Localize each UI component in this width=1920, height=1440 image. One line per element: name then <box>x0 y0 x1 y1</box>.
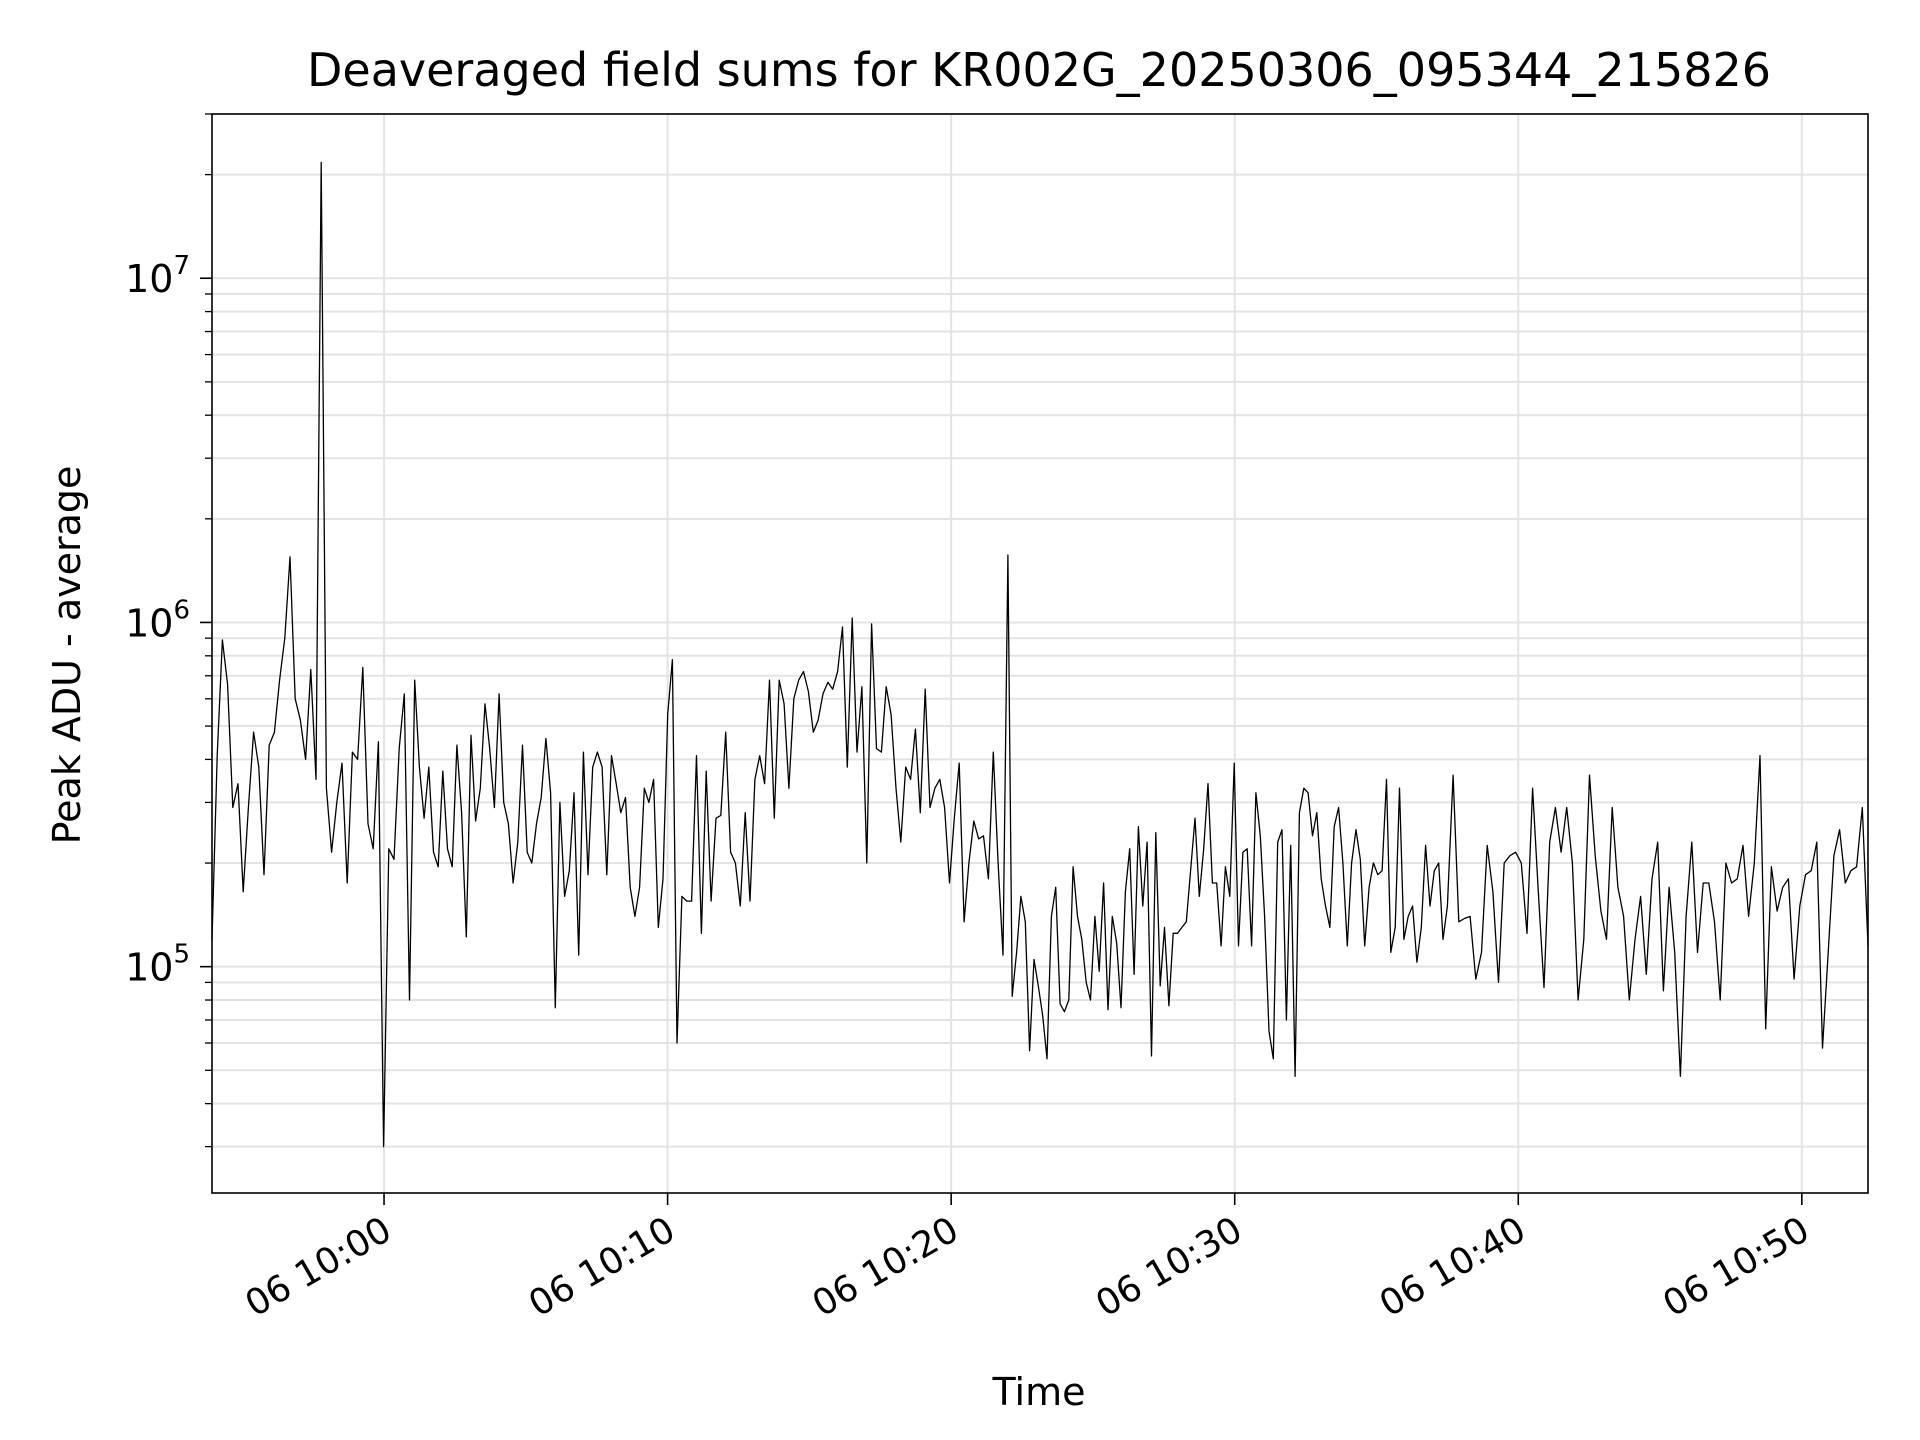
series-line <box>211 161 1869 1148</box>
y-axis-label: Peak ADU - average <box>45 466 89 845</box>
y-tick-label: 107 <box>125 251 190 301</box>
y-tick-label: 105 <box>125 940 190 990</box>
y-tick-label: 106 <box>125 595 190 645</box>
plot-area-frame <box>211 113 1869 1194</box>
x-axis-label: Time <box>992 1370 1086 1414</box>
axis-ticks <box>200 113 1803 1205</box>
chart-title: Deaveraged field sums for KR002G_2025030… <box>307 43 1771 97</box>
